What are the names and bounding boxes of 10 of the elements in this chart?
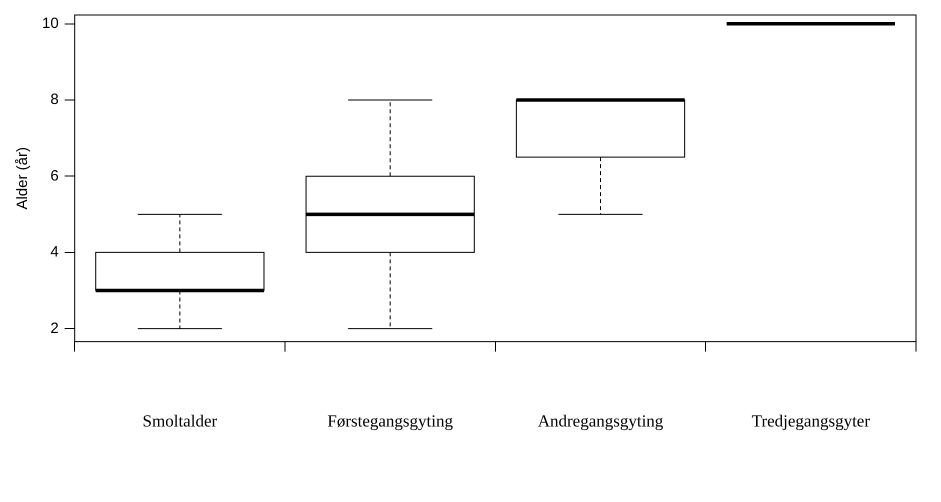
y-tick-label: 6 bbox=[50, 167, 59, 184]
y-tick-label: 8 bbox=[50, 91, 59, 108]
x-tick-label: Tredjegangsgyter bbox=[752, 411, 870, 430]
x-tick-label: Andregangsgyting bbox=[538, 411, 664, 430]
y-tick-label: 2 bbox=[50, 320, 59, 337]
x-tick-label: Smoltalder bbox=[142, 411, 218, 430]
y-axis-title: Alder (år) bbox=[14, 147, 32, 210]
x-tick-label: Førstegangsgyting bbox=[327, 411, 454, 430]
y-tick-label: 4 bbox=[50, 244, 59, 261]
y-tick-label: 10 bbox=[42, 14, 59, 32]
